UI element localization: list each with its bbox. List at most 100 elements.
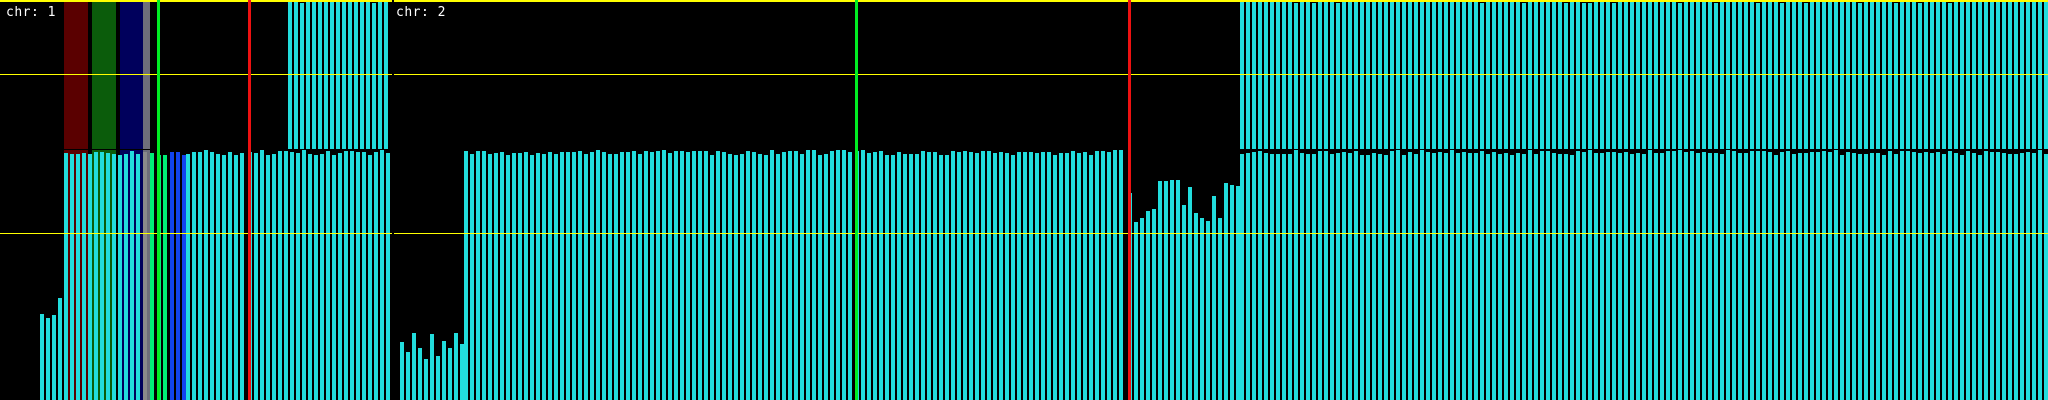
coverage-bar (1972, 153, 1976, 400)
coverage-bar (836, 150, 840, 400)
coverage-bar (1426, 2, 1430, 149)
coverage-bar (1912, 2, 1916, 149)
coverage-bar (1624, 2, 1628, 149)
coverage-bar (266, 155, 270, 400)
coverage-bar (848, 152, 852, 400)
coverage-bar (1840, 1, 1844, 149)
coverage-bar (1984, 151, 1988, 400)
coverage-bar (590, 152, 594, 400)
coverage-bar (1522, 154, 1526, 400)
coverage-bar (1684, 1, 1688, 149)
coverage-bar (1516, 153, 1520, 400)
coverage-bar (1744, 153, 1748, 400)
coverage-bar (1756, 3, 1760, 149)
coverage-bar (1083, 152, 1087, 400)
coverage-bar (1768, 152, 1772, 400)
coverage-bar (1146, 211, 1150, 400)
coverage-bar (1918, 3, 1922, 149)
coverage-bar (698, 151, 702, 400)
coverage-bar (897, 152, 901, 400)
coverage-bar (1822, 2, 1826, 149)
coverage-bar (1900, 2, 1904, 149)
coverage-bar (1230, 185, 1234, 400)
coverage-bar (350, 151, 354, 400)
coverage-bar (40, 314, 44, 400)
coverage-bar (1438, 152, 1442, 400)
coverage-bar (1212, 196, 1216, 400)
coverage-bar (1834, 150, 1838, 400)
coverage-bar (1342, 2, 1346, 149)
coverage-bar (963, 151, 967, 400)
coverage-bar (1996, 152, 2000, 400)
coverage-bar (1240, 154, 1244, 400)
coverage-bar (296, 153, 300, 400)
coverage-bar (1696, 1, 1700, 149)
coverage-bar (302, 150, 306, 400)
coverage-bar (1240, 1, 1244, 149)
coverage-bar (360, 1, 364, 149)
coverage-bar (1660, 153, 1664, 400)
coverage-bar (572, 152, 576, 400)
coverage-bar (1300, 1, 1304, 149)
coverage-bar (1282, 2, 1286, 149)
bottom-track-region (0, 150, 2048, 400)
coverage-bar (1642, 154, 1646, 400)
coverage-bar (993, 153, 997, 400)
coverage-bar (1456, 153, 1460, 400)
coverage-bar (1182, 205, 1186, 400)
coverage-bar (1870, 2, 1874, 149)
coverage-bar (746, 151, 750, 400)
coverage-bar (506, 155, 510, 400)
coverage-bar (1672, 2, 1676, 149)
coverage-bar (1366, 1, 1370, 149)
coverage-bar (1612, 3, 1616, 149)
coverage-bar (1816, 1, 1820, 149)
coverage-bar (2020, 153, 2024, 400)
coverage-bar (1101, 151, 1105, 400)
coverage-bar (412, 333, 416, 400)
coverage-bar (1900, 151, 1904, 400)
marker-green-chr1 (157, 0, 160, 400)
coverage-bar (1218, 218, 1222, 400)
coverage-bar (306, 2, 310, 149)
coverage-bar (999, 152, 1003, 400)
coverage-bar (58, 298, 62, 400)
coverage-bar (1396, 150, 1400, 400)
coverage-bar (1188, 187, 1192, 400)
coverage-bar (260, 150, 264, 400)
coverage-bar (1366, 155, 1370, 400)
coverage-bar (344, 151, 348, 400)
coverage-bar (1906, 151, 1910, 400)
coverage-bar (1702, 2, 1706, 149)
coverage-bar (716, 151, 720, 400)
coverage-bar (578, 151, 582, 400)
coverage-bar (488, 154, 492, 400)
coverage-bar (1288, 154, 1292, 400)
coverage-bar (1792, 1, 1796, 149)
coverage-bar (1516, 1, 1520, 149)
coverage-bar (1804, 3, 1808, 149)
coverage-bar (1948, 3, 1952, 149)
coverage-bar (338, 153, 342, 400)
coverage-bar (867, 153, 871, 400)
coverage-bar (1582, 152, 1586, 400)
coverage-bar (1786, 151, 1790, 400)
coverage-bar (170, 152, 174, 400)
coverage-bar (674, 151, 678, 400)
coverage-bar (324, 2, 328, 149)
coverage-bar (1480, 151, 1484, 400)
coverage-bar (734, 155, 738, 400)
bottom-track-bars (0, 150, 2048, 400)
coverage-bar (1065, 153, 1069, 400)
coverage-bar (1636, 1, 1640, 149)
coverage-bar (163, 155, 167, 400)
coverage-bar (1390, 1, 1394, 149)
coverage-bar (406, 352, 410, 400)
coverage-bar (1786, 1, 1790, 149)
top-border-rule (0, 0, 2048, 2)
coverage-bar (52, 315, 56, 400)
coverage-bar (1960, 155, 1964, 400)
coverage-bar (1732, 2, 1736, 149)
coverage-bar (356, 152, 360, 400)
coverage-bar (240, 153, 244, 400)
